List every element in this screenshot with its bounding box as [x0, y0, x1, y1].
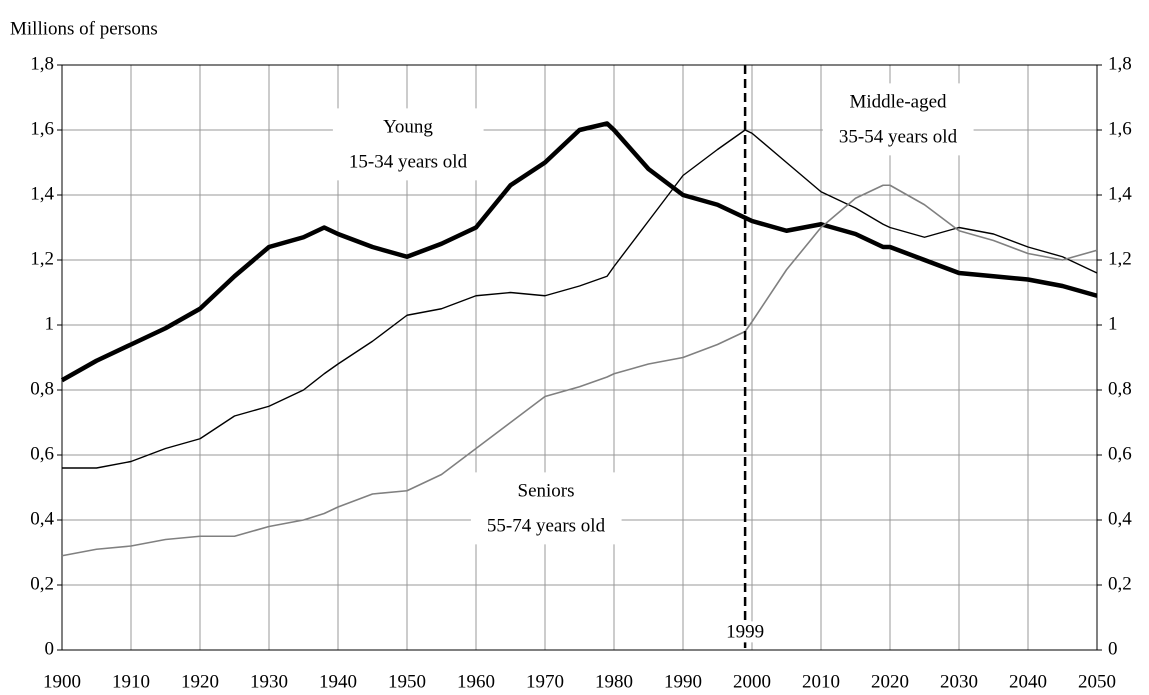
y2-tick-label: 0,6	[1108, 443, 1132, 464]
series-label: 55-74 years old	[487, 515, 606, 536]
x-tick-label: 1930	[250, 671, 288, 692]
series-line	[61, 184, 1098, 557]
y2-tick-label: 1	[1108, 313, 1118, 334]
y-tick-label: 0,2	[30, 573, 54, 594]
y-tick-label: 0,8	[30, 378, 54, 399]
y2-tick-label: 1,2	[1108, 248, 1132, 269]
annotation-bg	[332, 108, 484, 181]
y2-tick-label: 1,4	[1108, 183, 1132, 204]
y2-tick-label: 0	[1108, 638, 1118, 659]
x-tick-label: 2010	[802, 671, 840, 692]
annotation-bg	[470, 472, 622, 545]
x-tick-label: 1980	[595, 671, 633, 692]
series-label: 35-54 years old	[839, 126, 958, 147]
series-line	[60, 121, 1098, 383]
series-name: Young	[383, 116, 433, 137]
series-name: Middle-aged	[849, 91, 947, 112]
series-line	[62, 129, 1098, 469]
x-tick-label: 1950	[388, 671, 426, 692]
x-tick-label: 2050	[1078, 671, 1116, 692]
y-tick-label: 0,4	[30, 508, 54, 529]
reference-label-bg	[723, 621, 768, 643]
y-axis-label: Millions of persons	[10, 18, 158, 39]
y-tick-label: 0	[45, 638, 55, 659]
x-tick-label: 2000	[733, 671, 771, 692]
x-tick-label: 1990	[664, 671, 702, 692]
x-tick-label: 2020	[871, 671, 909, 692]
x-tick-label: 2040	[1009, 671, 1047, 692]
y2-tick-label: 0,4	[1108, 508, 1132, 529]
y-tick-label: 1	[45, 313, 55, 334]
x-tick-label: 1920	[181, 671, 219, 692]
y-tick-label: 1,8	[30, 53, 54, 74]
x-tick-label: 1900	[43, 671, 81, 692]
reference-label: 1999	[726, 621, 764, 642]
plot-border	[61, 64, 1098, 651]
x-tick-label: 1910	[112, 671, 150, 692]
y2-tick-label: 0,2	[1108, 573, 1132, 594]
annotation-bg	[822, 83, 974, 156]
y2-tick-label: 1,8	[1108, 53, 1132, 74]
x-tick-label: 1970	[526, 671, 564, 692]
series-name: Seniors	[518, 480, 575, 501]
y2-tick-label: 1,6	[1108, 118, 1132, 139]
y-tick-label: 1,2	[30, 248, 54, 269]
series-label: 15-34 years old	[349, 151, 468, 172]
y-tick-label: 1,6	[30, 118, 54, 139]
x-tick-label: 1940	[319, 671, 357, 692]
x-tick-label: 2030	[940, 671, 978, 692]
y2-tick-label: 0,8	[1108, 378, 1132, 399]
y-tick-label: 0,6	[30, 443, 54, 464]
x-tick-label: 1960	[457, 671, 495, 692]
y-tick-label: 1,4	[30, 183, 54, 204]
